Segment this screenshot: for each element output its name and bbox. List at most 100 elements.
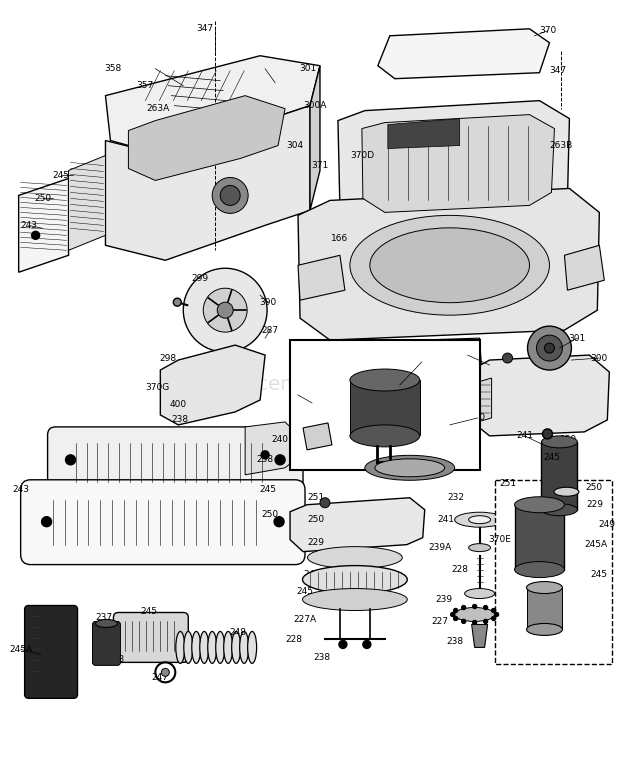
Text: 239: 239	[435, 595, 452, 604]
Circle shape	[472, 621, 477, 624]
Text: 241: 241	[516, 431, 533, 441]
Text: 390: 390	[259, 298, 277, 307]
Text: 287: 287	[262, 325, 278, 335]
Text: 250: 250	[308, 515, 324, 524]
Text: ....: ....	[33, 657, 40, 662]
Circle shape	[274, 517, 284, 527]
Bar	[350, 380, 420, 435]
Circle shape	[339, 641, 347, 648]
Text: 242: 242	[304, 570, 321, 579]
Text: 245: 245	[543, 454, 560, 462]
Text: 370E: 370E	[488, 535, 511, 544]
Text: 245A: 245A	[585, 540, 608, 549]
Text: 227: 227	[431, 617, 448, 626]
Ellipse shape	[541, 504, 577, 516]
Text: 251: 251	[308, 493, 324, 502]
Ellipse shape	[303, 588, 407, 611]
Polygon shape	[467, 355, 609, 436]
Polygon shape	[310, 65, 320, 211]
Text: 247: 247	[152, 673, 169, 682]
Polygon shape	[388, 118, 459, 148]
Ellipse shape	[350, 425, 420, 447]
Circle shape	[261, 451, 269, 459]
Polygon shape	[303, 423, 332, 450]
Circle shape	[542, 429, 552, 439]
Text: 245A: 245A	[9, 645, 32, 654]
Text: 347: 347	[549, 66, 566, 75]
Circle shape	[544, 343, 554, 353]
Text: 371: 371	[311, 161, 329, 170]
Text: 301: 301	[569, 334, 586, 343]
Text: 245: 245	[52, 171, 69, 180]
Ellipse shape	[303, 565, 407, 594]
Circle shape	[451, 612, 454, 617]
Text: 298: 298	[459, 351, 476, 360]
FancyBboxPatch shape	[92, 621, 120, 665]
Polygon shape	[128, 95, 285, 181]
Ellipse shape	[308, 547, 402, 568]
Circle shape	[492, 608, 495, 612]
Text: 166: 166	[331, 234, 348, 243]
Text: 263B: 263B	[550, 141, 573, 150]
Circle shape	[217, 302, 233, 318]
Polygon shape	[105, 55, 320, 155]
Ellipse shape	[526, 624, 562, 635]
Text: 300: 300	[591, 354, 608, 362]
Circle shape	[174, 298, 181, 306]
Circle shape	[363, 641, 371, 648]
Ellipse shape	[176, 631, 185, 664]
Text: 243: 243	[12, 485, 29, 494]
Text: 370: 370	[539, 26, 556, 35]
Circle shape	[492, 617, 495, 621]
Polygon shape	[105, 105, 310, 260]
Ellipse shape	[200, 631, 209, 664]
Polygon shape	[418, 338, 482, 370]
Circle shape	[528, 326, 572, 370]
Text: 304: 304	[286, 141, 304, 150]
Circle shape	[42, 517, 51, 527]
Circle shape	[275, 454, 285, 464]
Ellipse shape	[184, 631, 193, 664]
Text: ....: ....	[33, 635, 40, 641]
Text: 240: 240	[272, 435, 288, 444]
Text: 238: 238	[446, 637, 463, 646]
Ellipse shape	[375, 459, 445, 477]
Text: ....: ....	[33, 624, 40, 630]
Circle shape	[66, 454, 76, 464]
Text: 238: 238	[107, 655, 124, 664]
Circle shape	[503, 353, 513, 363]
Text: 263A: 263A	[147, 104, 170, 113]
Polygon shape	[472, 624, 487, 647]
Bar	[515, 504, 564, 570]
Text: 229: 229	[308, 538, 324, 548]
Ellipse shape	[232, 631, 241, 664]
Ellipse shape	[350, 369, 420, 391]
Text: 413: 413	[290, 391, 306, 399]
Circle shape	[184, 268, 267, 352]
Ellipse shape	[515, 561, 564, 578]
Text: eReplacementParts.com: eReplacementParts.com	[192, 375, 428, 394]
Text: 245: 245	[140, 607, 157, 616]
Text: DEBRIS SCREEN KIT: DEBRIS SCREEN KIT	[327, 353, 443, 363]
Text: 370G: 370G	[145, 384, 169, 392]
Text: 358: 358	[104, 64, 121, 73]
Ellipse shape	[192, 631, 201, 664]
Polygon shape	[298, 255, 345, 300]
Text: ....: ....	[33, 668, 40, 674]
Polygon shape	[298, 188, 600, 340]
Circle shape	[484, 605, 487, 610]
Ellipse shape	[464, 588, 495, 598]
Text: 227A: 227A	[293, 615, 317, 624]
FancyBboxPatch shape	[48, 427, 303, 498]
Text: 251: 251	[499, 479, 516, 488]
FancyBboxPatch shape	[113, 612, 188, 662]
Text: 248: 248	[229, 628, 247, 637]
Bar	[541, 442, 577, 510]
Text: ....: ....	[33, 614, 40, 618]
Text: 243: 243	[20, 221, 37, 230]
FancyBboxPatch shape	[20, 480, 305, 564]
Text: 301: 301	[299, 64, 317, 73]
Text: 238: 238	[314, 653, 330, 662]
Ellipse shape	[541, 436, 577, 448]
Text: ....: ....	[33, 647, 40, 651]
